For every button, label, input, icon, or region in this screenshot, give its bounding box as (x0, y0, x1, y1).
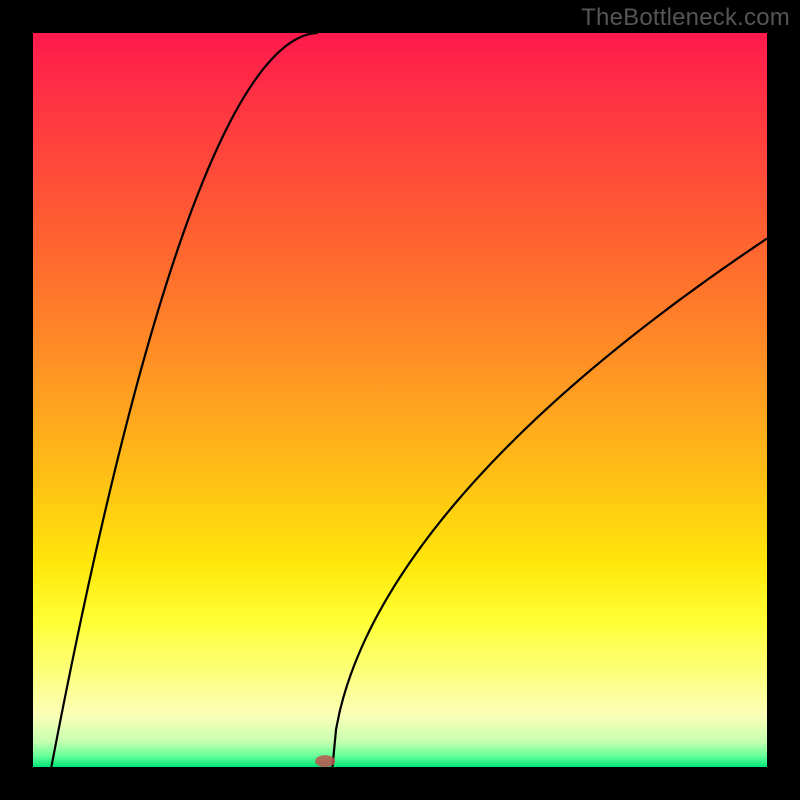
notch-marker (315, 755, 335, 767)
chart-svg (0, 0, 800, 800)
chart-root: TheBottleneck.com (0, 0, 800, 800)
plot-area (33, 33, 767, 767)
watermark-text: TheBottleneck.com (581, 4, 790, 32)
